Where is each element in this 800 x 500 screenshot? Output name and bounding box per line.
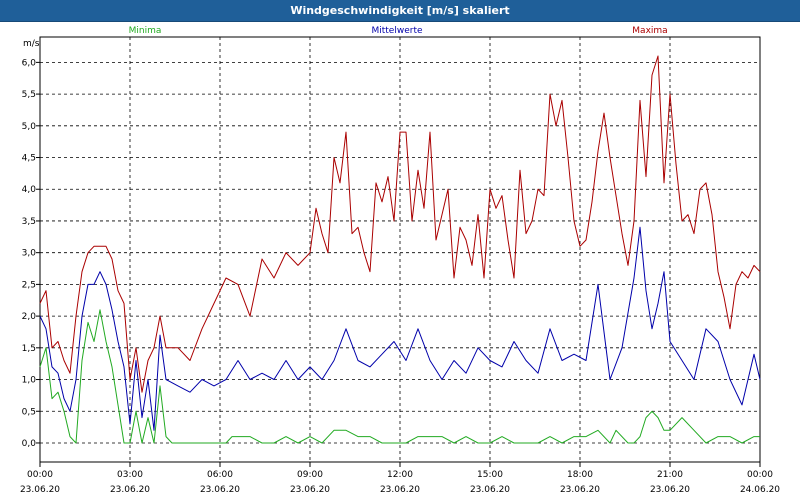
y-tick-label: 6,0 [22,58,37,68]
grid-lines [40,37,760,462]
y-tick-label: 2,0 [22,312,37,322]
x-tick-time: 00:00 [27,470,53,480]
legend-item-mittelwerte: Mittelwerte [371,26,422,36]
wind-speed-chart: 0,00,51,01,52,02,53,03,54,04,55,05,56,0 … [20,26,780,495]
series-layer [39,55,761,444]
legend-item-maxima: Maxima [632,26,667,36]
x-tick-time: 09:00 [297,470,323,480]
x-tick-time: 21:00 [657,470,683,480]
legend-item-minima: Minima [129,26,162,36]
x-tick-date: 23.06.20 [470,485,510,495]
y-tick-label: 1,0 [22,376,37,386]
y-axis-label: m/s [23,39,40,49]
x-tick-time: 12:00 [387,470,413,480]
x-tick-time: 15:00 [477,470,503,480]
x-tick-time: 18:00 [567,470,593,480]
series-line-mittelwerte [39,226,761,431]
series-line-minima [39,309,760,444]
series-line-maxima [39,55,761,393]
x-tick-date: 23.06.20 [20,485,60,495]
x-axis: 00:00 23.06.20 03:00 23.06.20 06:00 23.06.20 0… [20,462,780,495]
x-tick-date: 23.06.20 [380,485,420,495]
x-tick-date: 23.06.20 [560,485,600,495]
y-tick-label: 4,5 [22,154,36,164]
x-tick-date: 23.06.20 [200,485,240,495]
y-tick-label: 3,0 [22,249,37,259]
x-tick-time: 00:00 [747,470,773,480]
x-tick-date: 24.06.20 [740,485,780,495]
y-tick-label: 5,0 [22,122,37,132]
x-tick-date: 23.06.20 [110,485,150,495]
x-tick-date: 23.06.20 [290,485,330,495]
legend: Minima Mittelwerte Maxima [129,26,668,36]
y-tick-label: 3,5 [22,217,36,227]
y-axis: 0,0 0,5 1,0 1,5 2,0 2,5 3,0 3,5 4,0 4,5 5,0 5,5 6,0 [22,58,40,449]
x-tick-time: 03:00 [117,470,143,480]
y-tick-label: 2,5 [22,280,36,290]
y-tick-label: 4,0 [22,185,37,195]
x-tick-time: 06:00 [207,470,233,480]
y-tick-label: 0,5 [22,407,36,417]
y-tick-label: 5,5 [22,90,36,100]
x-tick-date: 23.06.20 [650,485,690,495]
y-tick-label: 1,5 [22,344,36,354]
y-tick-label: 0,0 [22,439,37,449]
chart-title: Windgeschwindigkeit [m/s] skaliert [0,0,800,22]
